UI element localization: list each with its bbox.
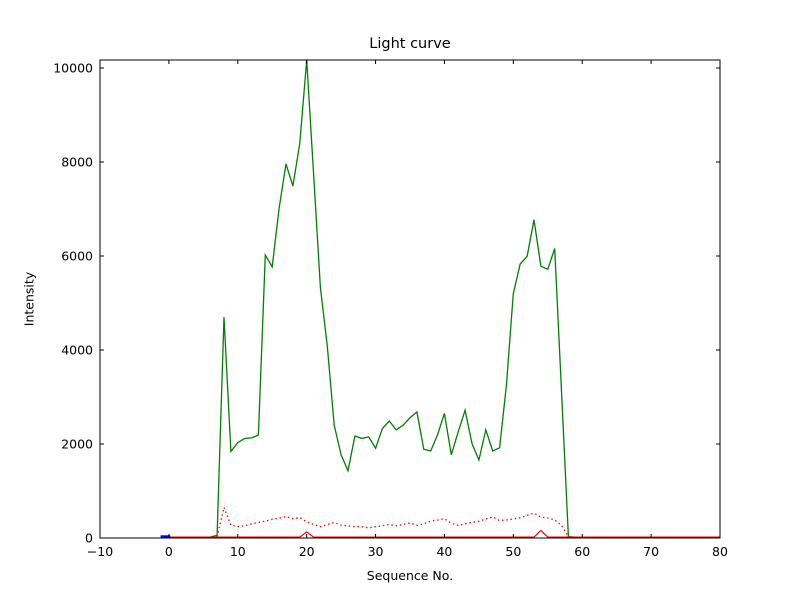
x-tick-label: 10 [230,544,246,559]
series-background-dotted-curve [216,505,569,537]
x-axis-label: Sequence No. [366,568,454,583]
y-tick-label: 0 [85,531,93,546]
series-baseline-curve [168,529,720,538]
x-tick-label: 0 [165,544,173,559]
plot-title: Light curve [369,36,451,52]
x-tick-label: 70 [643,544,659,559]
y-tick-label: 2000 [61,436,93,451]
x-tick-label: 60 [574,544,590,559]
y-tick-label: 4000 [61,342,93,357]
y-tick-label: 8000 [61,154,93,169]
x-tick-label: 30 [368,544,384,559]
y-axis-label: Intensity [21,271,37,327]
x-tick-label: 50 [505,544,521,559]
x-tick-label: 20 [299,544,315,559]
x-tick-label: 80 [712,544,728,559]
y-tick-label: 10000 [53,60,93,75]
axes-frame [99,59,721,539]
y-tick-label: 6000 [61,248,93,263]
series-main-light-curve [168,59,720,538]
x-tick-label: −10 [87,544,113,559]
x-tick-label: 40 [436,544,452,559]
